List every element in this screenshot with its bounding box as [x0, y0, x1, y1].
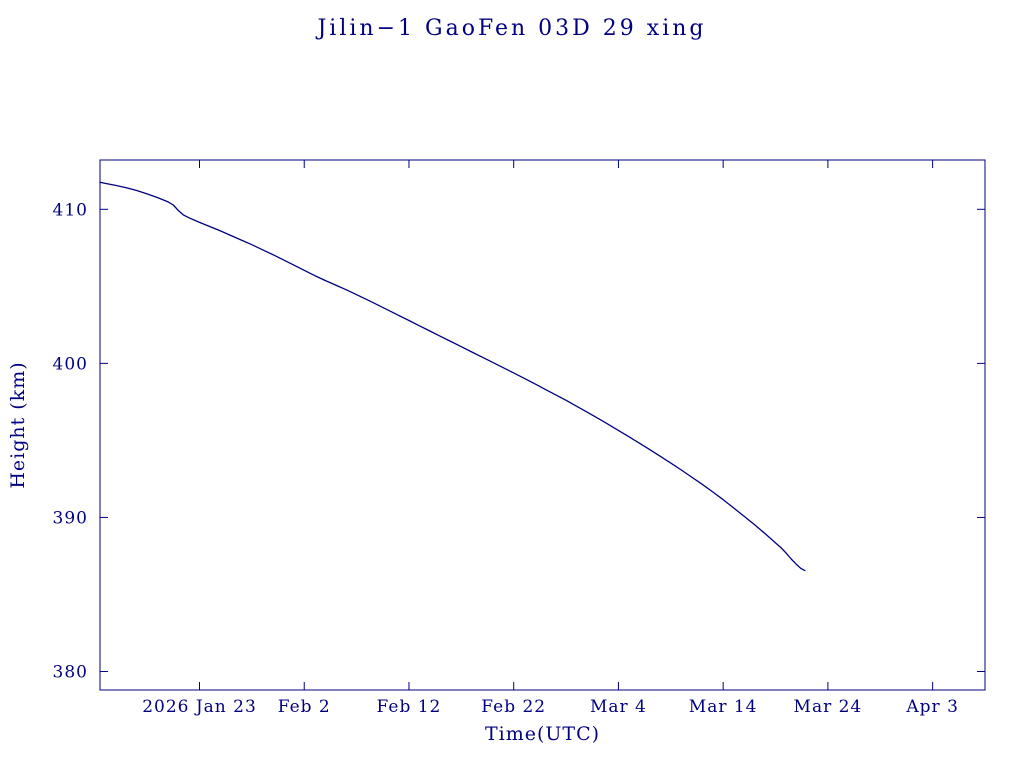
- x-tick-label: 2026 Jan 23: [142, 697, 257, 717]
- height-series-line: [99, 181, 806, 572]
- y-tick-label: 390: [53, 508, 88, 528]
- y-tick-label: 400: [53, 354, 88, 374]
- x-tick-label: Feb 12: [377, 697, 442, 717]
- y-tick-label: 410: [53, 200, 88, 220]
- y-axis-title: Height (km): [7, 361, 29, 488]
- x-tick-label: Mar 14: [689, 697, 758, 717]
- x-tick-label: Feb 22: [481, 697, 546, 717]
- x-tick-label: Feb 2: [278, 697, 331, 717]
- x-axis-title: Time(UTC): [485, 723, 600, 745]
- y-tick-label: 380: [53, 663, 88, 683]
- chart-title: Jilin−1 GaoFen 03D 29 xing: [317, 16, 707, 41]
- x-tick-label: Mar 4: [590, 697, 647, 717]
- x-tick-label: Apr 3: [905, 697, 959, 717]
- x-tick-label: Mar 24: [794, 697, 863, 717]
- plot-border: [99, 159, 986, 691]
